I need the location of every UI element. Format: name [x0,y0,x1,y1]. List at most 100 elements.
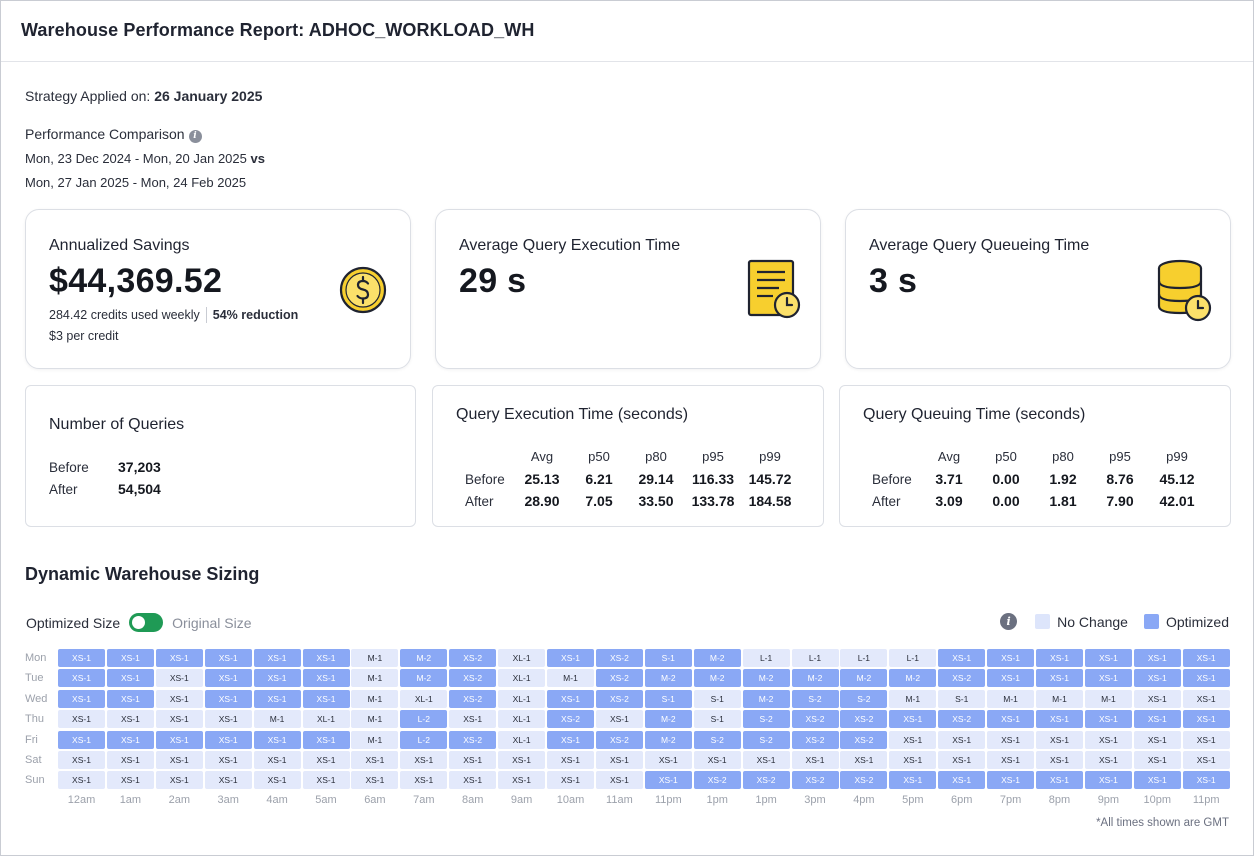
heatmap-cell[interactable]: XS-1 [693,751,741,769]
heatmap-cell[interactable]: XS-1 [155,771,203,790]
heatmap-cell[interactable]: S-1 [644,689,692,708]
heatmap-cell[interactable]: XS-1 [498,771,546,790]
heatmap-cell[interactable]: XS-1 [1084,669,1132,688]
heatmap-cell[interactable]: XS-1 [938,771,986,790]
heatmap-cell[interactable]: M-1 [889,689,937,708]
heatmap-cell[interactable]: M-2 [840,669,888,688]
heatmap-cell[interactable]: XS-1 [58,649,105,667]
heatmap-cell[interactable]: XS-1 [1133,710,1181,729]
heatmap-cell[interactable]: L-2 [400,710,448,729]
heatmap-cell[interactable]: XS-1 [253,689,301,708]
heatmap-cell[interactable]: XS-1 [155,751,203,769]
heatmap-cell[interactable]: XS-1 [155,730,203,749]
size-toggle[interactable] [129,613,164,632]
heatmap-cell[interactable]: XS-1 [1182,771,1230,790]
heatmap-cell[interactable]: XS-1 [1036,649,1083,667]
heatmap-cell[interactable]: XS-1 [302,771,350,790]
heatmap-cell[interactable]: XS-1 [204,669,252,688]
heatmap-cell[interactable]: S-2 [791,689,839,708]
heatmap-cell[interactable]: XS-1 [938,751,986,769]
heatmap-cell[interactable]: XS-1 [791,751,839,769]
heatmap-cell[interactable]: XS-1 [644,751,692,769]
heatmap-cell[interactable]: XS-2 [595,730,643,749]
heatmap-cell[interactable]: XS-1 [58,669,105,688]
heatmap-cell[interactable]: XS-1 [1133,730,1181,749]
heatmap-cell[interactable]: XS-1 [155,710,203,729]
heatmap-cell[interactable]: XS-1 [58,751,105,769]
heatmap-cell[interactable]: XS-2 [595,689,643,708]
heatmap-cell[interactable]: XS-1 [106,771,154,790]
heatmap-cell[interactable]: XS-1 [1084,649,1132,667]
heatmap-cell[interactable]: S-2 [742,710,790,729]
heatmap-cell[interactable]: XS-1 [106,730,154,749]
heatmap-cell[interactable]: M-1 [351,730,399,749]
heatmap-cell[interactable]: XS-1 [351,751,399,769]
info-icon[interactable]: i [1000,613,1018,630]
heatmap-cell[interactable]: XS-1 [449,771,497,790]
heatmap-cell[interactable]: XS-2 [547,710,594,729]
heatmap-cell[interactable]: XS-1 [1182,669,1230,688]
heatmap-cell[interactable]: XS-1 [644,771,692,790]
heatmap-cell[interactable]: S-2 [840,689,888,708]
heatmap-cell[interactable]: XS-1 [987,669,1035,688]
heatmap-cell[interactable]: XS-1 [302,689,350,708]
heatmap-cell[interactable]: XS-1 [204,730,252,749]
heatmap-cell[interactable]: XS-1 [1084,710,1132,729]
heatmap-cell[interactable]: XS-2 [449,730,497,749]
heatmap-cell[interactable]: L-1 [889,649,937,667]
heatmap-cell[interactable]: L-1 [742,649,790,667]
heatmap-cell[interactable]: XL-1 [498,689,546,708]
heatmap-cell[interactable]: M-2 [791,669,839,688]
heatmap-cell[interactable]: XS-1 [58,710,105,729]
heatmap-cell[interactable]: XL-1 [498,669,546,688]
heatmap-cell[interactable]: XS-1 [302,669,350,688]
heatmap-cell[interactable]: XS-1 [1182,689,1230,708]
heatmap-cell[interactable]: XS-1 [253,730,301,749]
heatmap-cell[interactable]: XS-1 [1133,751,1181,769]
heatmap-cell[interactable]: XL-1 [498,710,546,729]
heatmap-cell[interactable]: XS-1 [155,689,203,708]
heatmap-cell[interactable]: L-2 [400,730,448,749]
heatmap-cell[interactable]: XS-1 [449,710,497,729]
heatmap-cell[interactable]: XS-1 [1133,689,1181,708]
heatmap-cell[interactable]: XS-1 [1182,751,1230,769]
heatmap-cell[interactable]: S-1 [938,689,986,708]
heatmap-cell[interactable]: XS-1 [106,689,154,708]
heatmap-cell[interactable]: XS-1 [1036,710,1083,729]
heatmap-cell[interactable]: XS-1 [253,751,301,769]
heatmap-cell[interactable]: XS-1 [1133,771,1181,790]
heatmap-cell[interactable]: M-1 [253,710,301,729]
heatmap-cell[interactable]: XS-1 [106,649,154,667]
heatmap-cell[interactable]: XS-1 [1084,771,1132,790]
heatmap-cell[interactable]: L-1 [791,649,839,667]
heatmap-cell[interactable]: XS-1 [204,751,252,769]
heatmap-cell[interactable]: XS-2 [595,669,643,688]
heatmap-cell[interactable]: XS-1 [204,710,252,729]
heatmap-cell[interactable]: S-2 [693,730,741,749]
heatmap-cell[interactable]: XS-1 [106,669,154,688]
heatmap-cell[interactable]: XS-2 [840,771,888,790]
heatmap-cell[interactable]: XS-1 [889,751,937,769]
heatmap-cell[interactable]: XS-1 [253,649,301,667]
heatmap-cell[interactable]: XS-1 [889,730,937,749]
heatmap-cell[interactable]: XS-1 [987,710,1035,729]
heatmap-cell[interactable]: XS-1 [204,689,252,708]
heatmap-cell[interactable]: M-2 [693,669,741,688]
heatmap-cell[interactable]: XL-1 [400,689,448,708]
heatmap-cell[interactable]: XS-1 [400,771,448,790]
heatmap-cell[interactable]: XS-1 [58,689,105,708]
heatmap-cell[interactable]: XS-2 [938,669,986,688]
heatmap-cell[interactable]: M-1 [987,689,1035,708]
heatmap-cell[interactable]: M-2 [644,730,692,749]
heatmap-cell[interactable]: M-2 [693,649,741,667]
heatmap-cell[interactable]: XS-1 [253,771,301,790]
heatmap-cell[interactable]: XS-1 [1182,710,1230,729]
heatmap-cell[interactable]: XS-2 [791,730,839,749]
heatmap-cell[interactable]: XS-2 [938,710,986,729]
heatmap-cell[interactable]: M-1 [351,689,399,708]
heatmap-cell[interactable]: M-2 [644,669,692,688]
heatmap-cell[interactable]: XS-1 [1182,730,1230,749]
heatmap-cell[interactable]: XS-2 [840,730,888,749]
heatmap-cell[interactable]: XS-1 [155,649,203,667]
heatmap-cell[interactable]: XS-1 [1084,751,1132,769]
